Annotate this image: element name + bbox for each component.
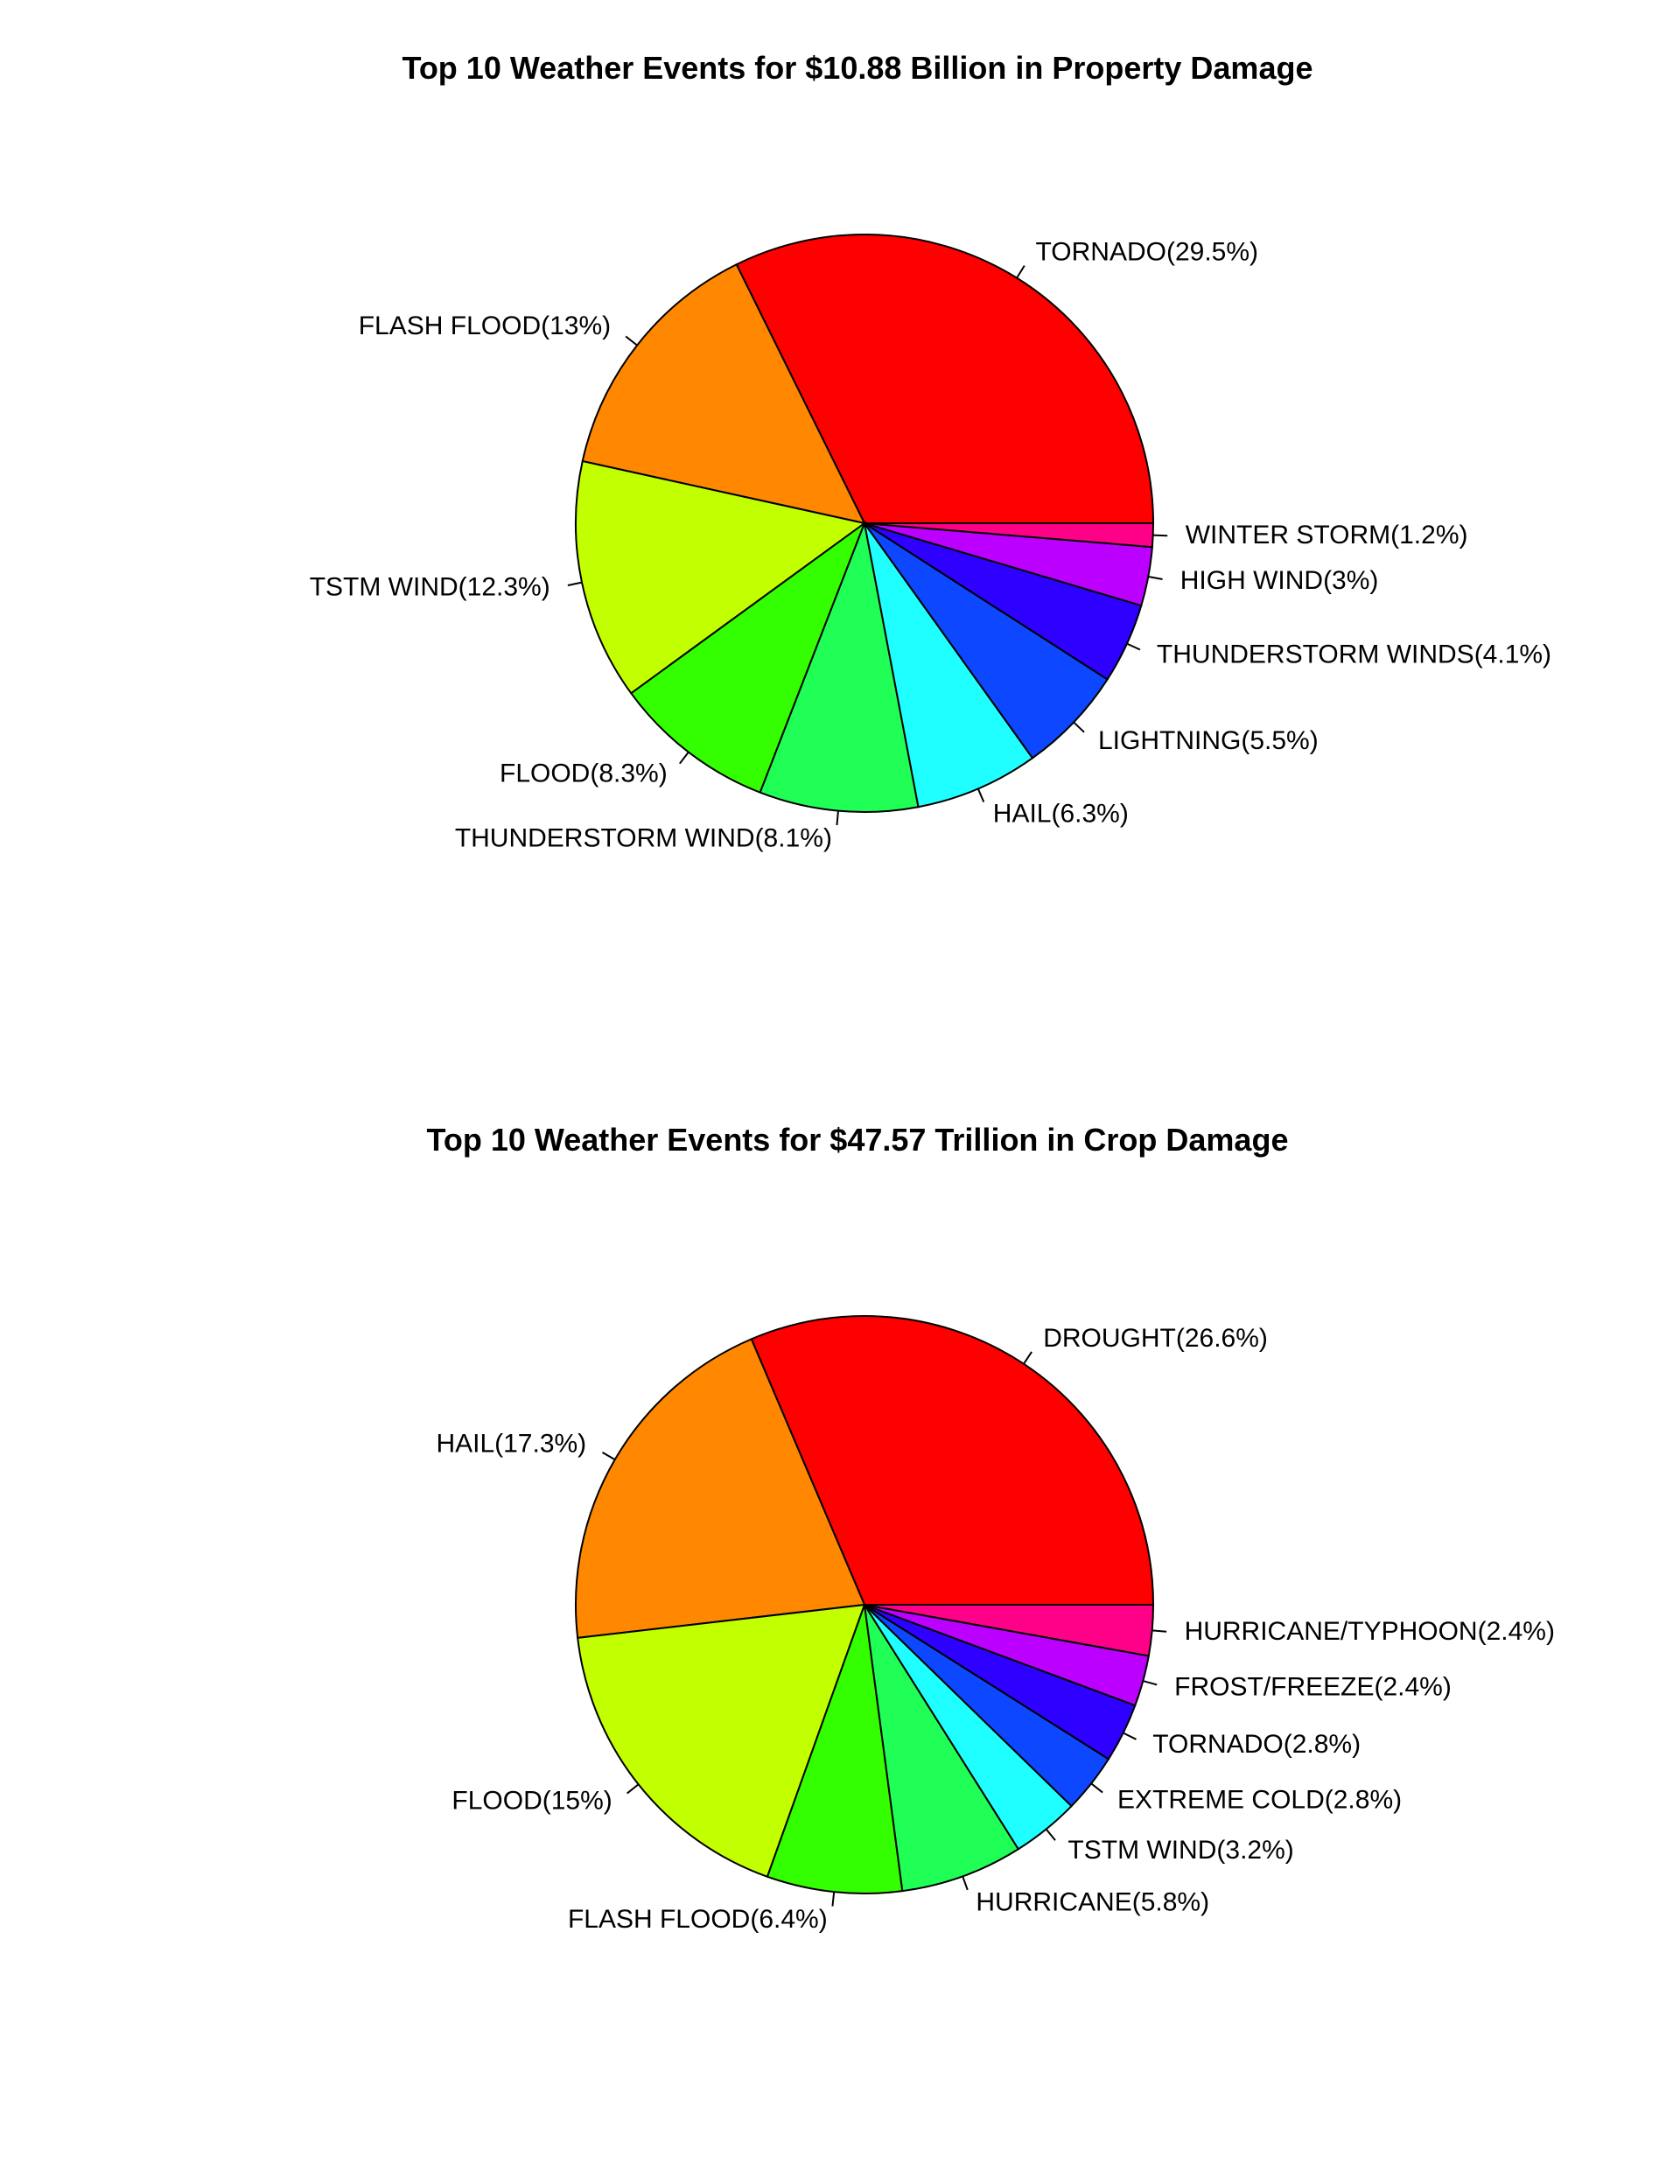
crop-label-hail: HAIL(17.3%) xyxy=(436,1429,586,1458)
property-label-tstm-wind: TSTM WIND(12.3%) xyxy=(310,572,550,601)
crop-label-hurricane-typhoon: HURRICANE/TYPHOON(2.4%) xyxy=(1185,1617,1555,1646)
property-label-lightning: LIGHTNING(5.5%) xyxy=(1098,726,1319,755)
property-label-tick-tornado xyxy=(1016,265,1026,279)
property-slice-tornado xyxy=(735,234,1155,524)
crop-damage-labels: DROUGHT(26.6%) HAIL(17.3%) FLOOD(15%) FLASH… xyxy=(436,1324,1555,1934)
property-slice-flood xyxy=(629,521,867,794)
property-label-high-wind: HIGH WIND(3%) xyxy=(1180,566,1379,595)
property-label-thunderstorm-wind: THUNDERSTORM WIND(8.1%) xyxy=(455,823,832,852)
property-slice-lightning xyxy=(864,522,1109,760)
property-label-flash-flood: FLASH FLOOD(13%) xyxy=(359,312,611,340)
crop-damage-chart-title: Top 10 Weather Events for $47.57 Trillio… xyxy=(427,1122,1289,1158)
crop-label-flood: FLOOD(15%) xyxy=(452,1787,612,1816)
crop-label-tick-hurricane xyxy=(962,1876,969,1891)
property-slice-thunderstorm-wind xyxy=(759,520,920,813)
crop-label-extreme-cold: EXTREME COLD(2.8%) xyxy=(1117,1786,1402,1815)
crop-damage-slices xyxy=(575,1314,1155,1894)
property-slice-tstm-wind xyxy=(575,459,867,695)
property-label-tornado: TORNADO(29.5%) xyxy=(1036,238,1259,267)
property-damage-labels: TORNADO(29.5%) FLASH FLOOD(13%) TSTM WIND(… xyxy=(310,238,1551,853)
property-label-thunderstorm-winds: THUNDERSTORM WINDS(4.1%) xyxy=(1157,640,1551,668)
property-label-tick-thunderstorm-wind xyxy=(836,810,839,826)
crop-label-tick-hail xyxy=(601,1451,616,1460)
crop-label-flash-flood: FLASH FLOOD(6.4%) xyxy=(568,1905,828,1934)
property-label-hail: HAIL(6.3%) xyxy=(993,800,1129,829)
crop-slice-flash-flood xyxy=(766,1604,904,1894)
crop-slice-hurricane-typhoon xyxy=(864,1604,1155,1657)
crop-label-frost-freeze: FROST/FREEZE(2.4%) xyxy=(1174,1673,1452,1702)
property-slice-flash-flood xyxy=(581,262,866,525)
crop-label-tstm-wind: TSTM WIND(3.2%) xyxy=(1068,1836,1293,1865)
crop-label-tick-extreme-cold xyxy=(1090,1782,1103,1794)
crop-label-tick-tornado xyxy=(1123,1732,1137,1740)
property-label-tick-hail xyxy=(976,788,985,802)
property-slice-hail xyxy=(864,522,1034,808)
property-label-tick-flood xyxy=(678,751,690,765)
crop-label-tick-flood xyxy=(626,1783,640,1795)
crop-label-drought: DROUGHT(26.6%) xyxy=(1043,1324,1268,1353)
property-damage-slices xyxy=(575,234,1155,813)
property-label-tick-lightning xyxy=(1073,721,1085,733)
crop-label-tick-tstm-wind xyxy=(1045,1828,1056,1841)
crop-label-hurricane: HURRICANE(5.8%) xyxy=(976,1887,1209,1916)
property-label-flood: FLOOD(8.3%) xyxy=(500,760,668,788)
property-label-tick-tstm-wind xyxy=(567,581,583,587)
property-label-tick-flash-flood xyxy=(625,335,638,346)
crop-label-tick-frost-freeze xyxy=(1143,1680,1158,1686)
crop-label-tick-hurricane-typhoon xyxy=(1152,1629,1167,1633)
crop-slice-flood xyxy=(577,1603,866,1879)
property-label-winter-storm: WINTER STORM(1.2%) xyxy=(1186,521,1468,550)
property-damage-pie-chart: Top 10 Weather Events for $10.88 Billion… xyxy=(310,50,1551,852)
crop-damage-pie-chart: Top 10 Weather Events for $47.57 Trillio… xyxy=(427,1122,1555,1934)
property-label-tick-high-wind xyxy=(1148,575,1163,580)
property-label-tick-thunderstorm-winds xyxy=(1126,642,1141,651)
property-damage-chart-title: Top 10 Weather Events for $10.88 Billion… xyxy=(402,50,1313,86)
crop-label-tick-flash-flood xyxy=(831,1892,836,1907)
crop-label-tick-drought xyxy=(1023,1351,1032,1365)
crop-label-tornado: TORNADO(2.8%) xyxy=(1152,1730,1361,1759)
